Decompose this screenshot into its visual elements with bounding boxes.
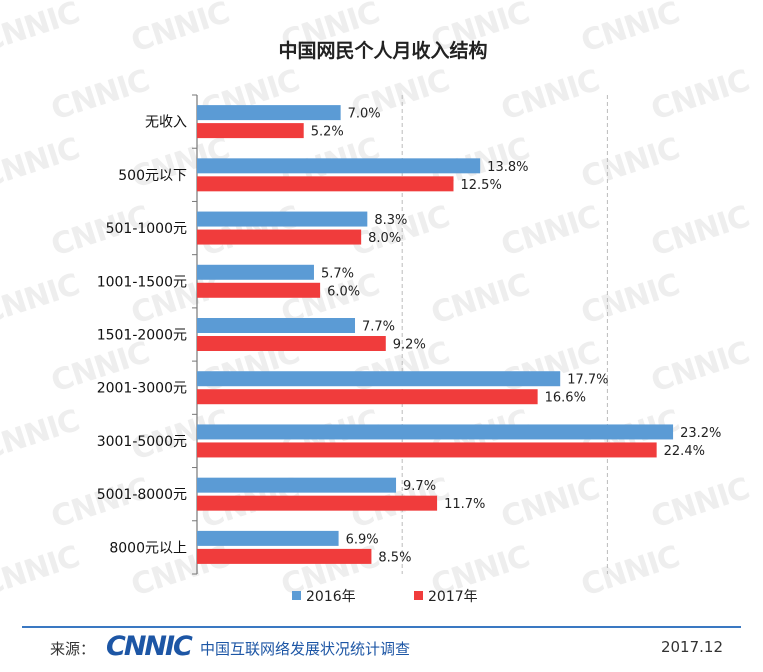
data-label: 16.6% bbox=[545, 391, 586, 406]
bar-2016年-1 bbox=[197, 158, 481, 174]
category-label: 5001-8000元 bbox=[97, 487, 187, 503]
data-label: 5.7% bbox=[321, 266, 354, 281]
bar-2017年-1 bbox=[197, 176, 454, 192]
bar-2017年-2 bbox=[197, 229, 362, 245]
data-label: 17.7% bbox=[567, 373, 608, 388]
category-label: 无收入 bbox=[145, 115, 187, 131]
bar-2017年-3 bbox=[197, 282, 321, 298]
bar-2017年-6 bbox=[197, 442, 657, 458]
data-label: 11.7% bbox=[444, 497, 485, 512]
bar-2017年-4 bbox=[197, 336, 386, 351]
bar-2016年-4 bbox=[197, 318, 356, 333]
data-label: 8.3% bbox=[374, 213, 407, 228]
data-label: 9.7% bbox=[403, 479, 436, 494]
bar-2016年-2 bbox=[197, 211, 368, 227]
data-label: 7.7% bbox=[362, 320, 395, 335]
data-label: 23.2% bbox=[680, 426, 721, 441]
data-label: 22.4% bbox=[664, 444, 705, 459]
data-label: 5.2% bbox=[311, 125, 344, 140]
bar-2017年-5 bbox=[197, 389, 538, 405]
bar-2017年-0 bbox=[197, 123, 304, 139]
source-label: 来源： bbox=[50, 640, 96, 658]
legend-swatch-1 bbox=[414, 591, 423, 600]
category-label: 8000元以上 bbox=[109, 540, 187, 556]
data-label: 6.0% bbox=[327, 284, 360, 299]
category-label: 1001-1500元 bbox=[97, 274, 187, 290]
report-date: 2017.12 bbox=[660, 638, 723, 656]
bar-2016年-8 bbox=[197, 530, 339, 546]
category-label: 2001-3000元 bbox=[97, 381, 187, 397]
bar-2017年-7 bbox=[197, 495, 438, 511]
bar-2016年-7 bbox=[197, 477, 397, 493]
organization-name: 中国互联网络发展状况统计调查 bbox=[200, 640, 411, 658]
data-label: 7.0% bbox=[348, 107, 381, 122]
chart-title: 中国网民个人月收入结构 bbox=[278, 39, 487, 62]
income-structure-chart: 中国网民个人月收入结构无收入 7.0% 5.2% 500元以下 13.8% 12.5% 50… bbox=[97, 39, 722, 605]
data-label: 8.0% bbox=[368, 231, 401, 246]
data-label: 6.9% bbox=[346, 532, 379, 547]
category-label: 501-1000元 bbox=[106, 221, 187, 237]
legend-label: 2017年 bbox=[428, 589, 478, 605]
bar-2016年-3 bbox=[197, 264, 314, 280]
category-label: 3001-5000元 bbox=[97, 434, 187, 450]
bar-2016年-5 bbox=[197, 371, 561, 387]
legend-swatch-0 bbox=[292, 591, 301, 600]
data-label: 8.5% bbox=[378, 550, 411, 565]
bar-2016年-0 bbox=[197, 105, 341, 121]
footer: 来源： CNNIC 中国互联网络发展状况统计调查 2017.12 bbox=[0, 612, 763, 672]
bar-2016年-6 bbox=[197, 424, 674, 440]
data-label: 9.2% bbox=[393, 338, 426, 353]
cnnic-logo: CNNIC bbox=[106, 631, 193, 662]
legend-label: 2016年 bbox=[306, 589, 356, 605]
category-label: 500元以下 bbox=[118, 168, 187, 184]
data-label: 12.5% bbox=[461, 178, 502, 193]
bar-2017年-8 bbox=[197, 548, 372, 564]
data-label: 13.8% bbox=[487, 160, 528, 175]
category-label: 1501-2000元 bbox=[97, 328, 187, 344]
footer-divider bbox=[22, 626, 741, 628]
